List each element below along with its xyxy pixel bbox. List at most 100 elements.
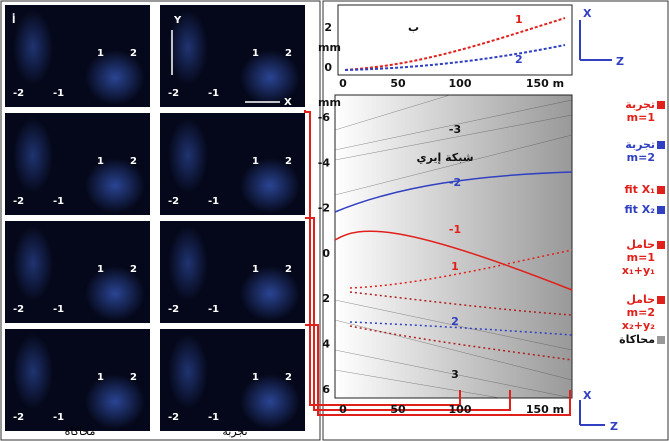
beam-region [13, 334, 53, 409]
order-label: -2 [168, 412, 179, 423]
legend-text: fit X₂ [624, 203, 655, 216]
x-tick-label: 0 [339, 77, 347, 90]
legend-text: محاكاة [619, 333, 655, 346]
order-label: 2 [130, 372, 137, 383]
order-label: -2 [13, 304, 24, 315]
curve [349, 325, 573, 361]
order-label: -2 [13, 196, 24, 207]
order-label: -1 [208, 412, 219, 423]
x-tick-label: 0 [339, 403, 347, 416]
axis-label: Z [616, 55, 624, 68]
annotation: 1 [451, 260, 459, 273]
beam-region [240, 158, 300, 213]
order-label: -1 [208, 304, 219, 315]
column-label: تجربة [222, 425, 247, 438]
order-label: -2 [168, 88, 179, 99]
y-tick-label: 2 [322, 292, 330, 305]
order-label: -1 [53, 304, 64, 315]
order-label: 2 [285, 264, 292, 275]
order-label: -1 [53, 88, 64, 99]
y-tick-label: 6 [322, 383, 330, 396]
beam-region [240, 50, 300, 105]
axis-label: Z [610, 420, 618, 433]
y-tick-label: -4 [318, 156, 331, 169]
legend-text: m=1 [627, 111, 655, 124]
legend-marker [657, 336, 665, 344]
beam-region [13, 226, 53, 301]
order-label: 1 [97, 156, 104, 167]
beam-region [85, 266, 145, 321]
y-unit: mm [318, 41, 341, 54]
axis-label: X [583, 389, 592, 402]
order-label: 2 [130, 48, 137, 59]
order-label: -2 [13, 412, 24, 423]
beam-region [85, 374, 145, 429]
order-label: 2 [130, 156, 137, 167]
order-label: 1 [97, 48, 104, 59]
order-label: 1 [97, 264, 104, 275]
main-plot-frame [334, 94, 573, 399]
curve [344, 44, 566, 71]
x-tick-label: 100 [449, 403, 472, 416]
beam-region [168, 118, 208, 193]
order-label: 1 [252, 48, 259, 59]
order-label: 2 [130, 264, 137, 275]
beam-region [240, 374, 300, 429]
curve [334, 171, 573, 213]
x-tick-label: 50 [390, 77, 406, 90]
axis-label: X [284, 97, 292, 108]
order-label: -2 [168, 196, 179, 207]
x-tick-label: 150 m [526, 403, 564, 416]
legend-text: تجربة [625, 98, 655, 111]
legend-marker [657, 186, 665, 194]
legend-marker [657, 101, 665, 109]
connectors [304, 110, 571, 416]
order-label: 1 [252, 264, 259, 275]
order-label: 1 [97, 372, 104, 383]
column-label: محاكاة [65, 425, 96, 438]
axis-icons [579, 20, 612, 426]
annotation: -3 [449, 123, 461, 136]
y-tick-label: 0 [322, 247, 330, 260]
beam-region [168, 10, 208, 85]
legend-text: fit X₁ [624, 183, 655, 196]
fringes [334, 94, 573, 399]
beam-region [13, 10, 53, 85]
order-label: -1 [208, 196, 219, 207]
beam-region [13, 118, 53, 193]
top-plot-frame [337, 4, 573, 76]
legend-text: حامل [626, 293, 655, 306]
y-tick-label: -2 [318, 202, 330, 215]
order-label: -1 [53, 412, 64, 423]
curve [344, 17, 566, 71]
legend-text: m=2 [627, 306, 655, 319]
beam-region [240, 266, 300, 321]
legend-text: تجربة [625, 138, 655, 151]
y-unit: mm [318, 96, 341, 109]
legend-marker [657, 141, 665, 149]
annotation: 3 [451, 368, 459, 381]
panel-label: أ [12, 13, 15, 26]
order-label: 1 [252, 372, 259, 383]
tiles: 1 2 -2 -1 1 2 -2 -1 1 2 -2 -1 1 2 -2 -1 1 2 -2 -1 1 2 -2 -1 1 2 -2… [5, 5, 305, 431]
beam-region [85, 158, 145, 213]
annotation: 2 [451, 315, 459, 328]
beam-region [168, 226, 208, 301]
annotation: شبكة إيري [416, 151, 473, 164]
y-tick-label: 2 [324, 21, 332, 34]
order-label: 2 [285, 372, 292, 383]
y-tick-label: -6 [318, 111, 331, 124]
legend-marker [657, 206, 665, 214]
beam-region [168, 334, 208, 409]
curve [334, 230, 573, 291]
curve-label: 2 [515, 53, 523, 66]
legend-text: m=1 [627, 251, 655, 264]
curve-label: 1 [515, 13, 523, 26]
legend-marker [657, 241, 665, 249]
order-label: 2 [285, 48, 292, 59]
legend-text: m=2 [627, 151, 655, 164]
curve [349, 249, 573, 289]
curve [349, 321, 573, 336]
curve [349, 291, 573, 316]
